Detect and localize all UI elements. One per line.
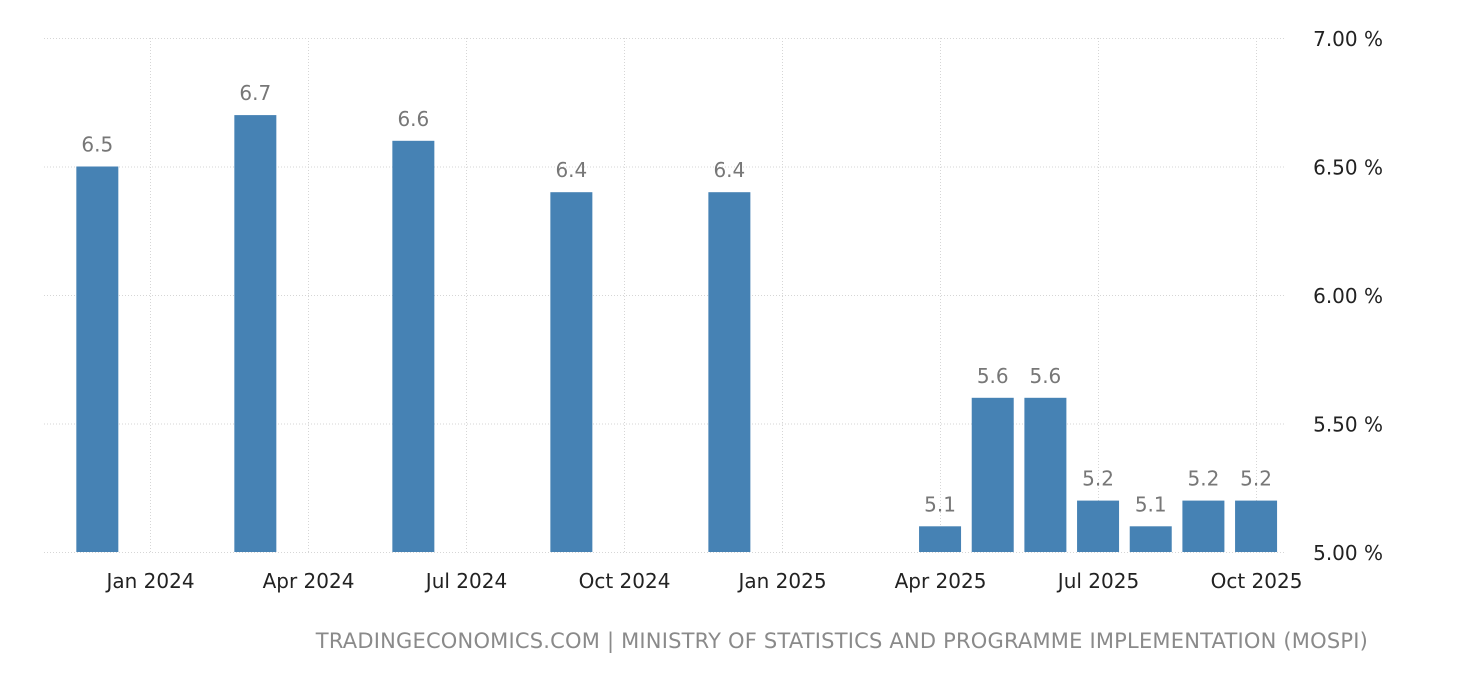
bar — [919, 526, 962, 552]
y-tick-label: 7.00 % — [1313, 27, 1383, 51]
data-label: 5.2 — [1082, 467, 1114, 491]
data-label: 5.1 — [924, 492, 956, 516]
x-tick-label: Jul 2025 — [1056, 569, 1139, 593]
bar — [234, 115, 277, 552]
x-tick-label: Oct 2024 — [579, 569, 671, 593]
x-tick-label: Jul 2024 — [424, 569, 507, 593]
bar — [1024, 397, 1067, 552]
y-tick-label: 5.50 % — [1313, 413, 1383, 437]
x-tick-label: Jan 2025 — [736, 569, 826, 593]
data-label: 5.1 — [1135, 492, 1167, 516]
y-tick-label: 6.50 % — [1313, 156, 1383, 180]
bar — [76, 166, 119, 552]
bar — [1235, 500, 1278, 552]
data-label: 5.2 — [1240, 467, 1272, 491]
data-label: 5.2 — [1187, 467, 1219, 491]
data-label: 6.6 — [397, 107, 429, 131]
data-label: 6.7 — [239, 81, 271, 105]
bar — [550, 192, 593, 552]
data-label: 5.6 — [1029, 364, 1061, 388]
bar — [392, 140, 435, 553]
bar — [971, 397, 1014, 552]
bar — [1182, 500, 1225, 552]
bar — [1077, 500, 1120, 552]
bar — [1129, 526, 1172, 552]
source-footer: TRADINGECONOMICS.COM | MINISTRY OF STATI… — [315, 629, 1368, 653]
bar — [708, 192, 751, 552]
data-label: 6.5 — [81, 133, 113, 157]
y-tick-label: 6.00 % — [1313, 284, 1383, 308]
x-tick-label: Apr 2024 — [263, 569, 355, 593]
data-label: 6.4 — [555, 158, 587, 182]
y-tick-label: 5.00 % — [1313, 541, 1383, 565]
x-tick-label: Apr 2025 — [895, 569, 987, 593]
x-tick-label: Oct 2025 — [1211, 569, 1303, 593]
data-label: 5.6 — [977, 364, 1009, 388]
x-tick-label: Jan 2024 — [104, 569, 194, 593]
data-label: 6.4 — [713, 158, 745, 182]
